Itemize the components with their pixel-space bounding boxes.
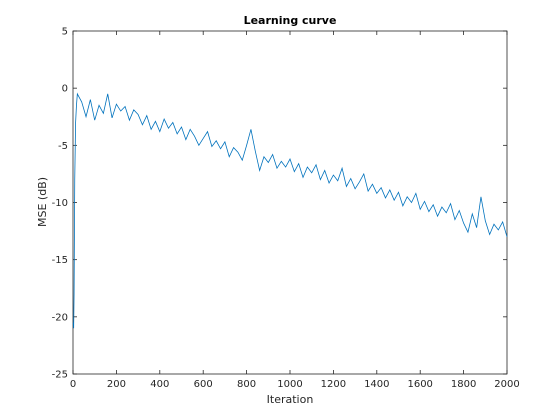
x-tick-label: 1200 <box>321 379 346 390</box>
x-tick-label: 200 <box>107 379 126 390</box>
y-tick-label: 5 <box>62 27 68 38</box>
y-tick-label: -10 <box>52 198 68 209</box>
y-tick-label: -20 <box>52 312 68 323</box>
x-axis-label: Iteration <box>267 393 314 406</box>
axes-box <box>72 30 508 375</box>
data-line <box>72 92 508 329</box>
x-tick-label: 1600 <box>407 379 432 390</box>
y-tick-label: 0 <box>62 84 68 95</box>
x-tick-label: 1800 <box>451 379 476 390</box>
x-tick-label: 1400 <box>364 379 389 390</box>
y-tick-label: -15 <box>52 255 68 266</box>
x-tick-label: 1000 <box>277 379 302 390</box>
x-tick-label: 0 <box>70 379 76 390</box>
y-axis-label: MSE (dB) <box>36 177 49 227</box>
x-tick-label: 600 <box>194 379 213 390</box>
y-tick-label: -5 <box>58 141 68 152</box>
x-tick-label: 800 <box>237 379 256 390</box>
chart-title: Learning curve <box>244 14 337 27</box>
x-tick-label: 2000 <box>494 379 519 390</box>
y-tick-label: -25 <box>52 370 68 381</box>
x-tick-label: 400 <box>150 379 169 390</box>
